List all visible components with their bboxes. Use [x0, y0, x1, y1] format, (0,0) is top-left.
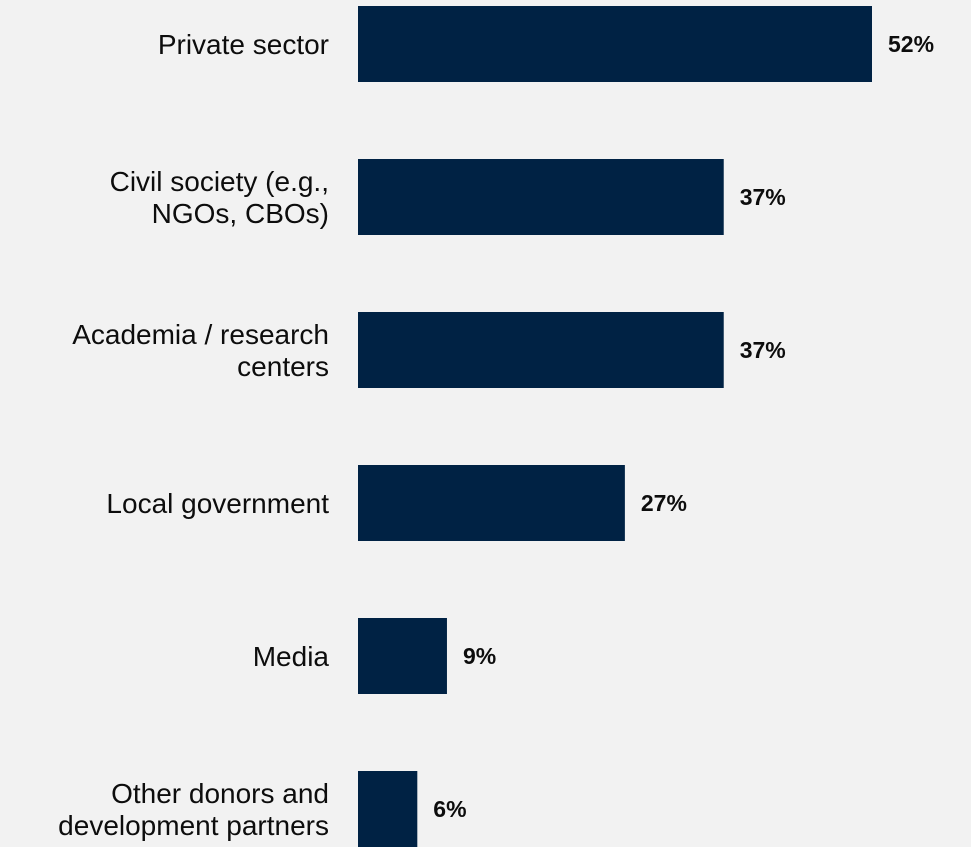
value-label-2: 37%	[740, 337, 786, 363]
category-label-5-line-0: Other donors and	[111, 778, 329, 809]
category-label-5: Other donors and development partners	[58, 778, 329, 841]
category-label-2-line-0: Academia / research	[72, 319, 329, 350]
value-label-4: 9%	[463, 643, 496, 669]
category-label-3: Local government	[106, 488, 329, 519]
bars-layer	[358, 6, 872, 847]
value-labels-layer: 52% 37% 37% 27% 9% 6%	[433, 31, 934, 822]
category-labels-layer: Private sector Civil society (e.g., NGOs, …	[58, 29, 329, 841]
bar-3	[358, 465, 625, 541]
value-label-5: 6%	[433, 796, 466, 822]
value-label-1: 37%	[740, 184, 786, 210]
category-label-4-line-0: Media	[253, 641, 330, 672]
bar-0	[358, 6, 872, 82]
value-label-3: 27%	[641, 490, 687, 516]
category-label-1-line-0: Civil society (e.g.,	[110, 166, 329, 197]
bar-1	[358, 159, 724, 235]
bar-5	[358, 771, 418, 847]
value-label-0: 52%	[888, 31, 934, 57]
category-label-5-line-1: development partners	[58, 810, 329, 841]
category-label-4: Media	[253, 641, 330, 672]
category-label-3-line-0: Local government	[106, 488, 329, 519]
category-label-0-line-0: Private sector	[158, 29, 329, 60]
category-label-2-line-1: centers	[237, 351, 329, 382]
category-label-2: Academia / research centers	[72, 319, 329, 382]
category-label-1: Civil society (e.g., NGOs, CBOs)	[110, 166, 329, 229]
bar-2	[358, 312, 724, 388]
category-label-1-line-1: NGOs, CBOs)	[152, 198, 329, 229]
bar-4	[358, 618, 447, 694]
category-label-0: Private sector	[158, 29, 329, 60]
